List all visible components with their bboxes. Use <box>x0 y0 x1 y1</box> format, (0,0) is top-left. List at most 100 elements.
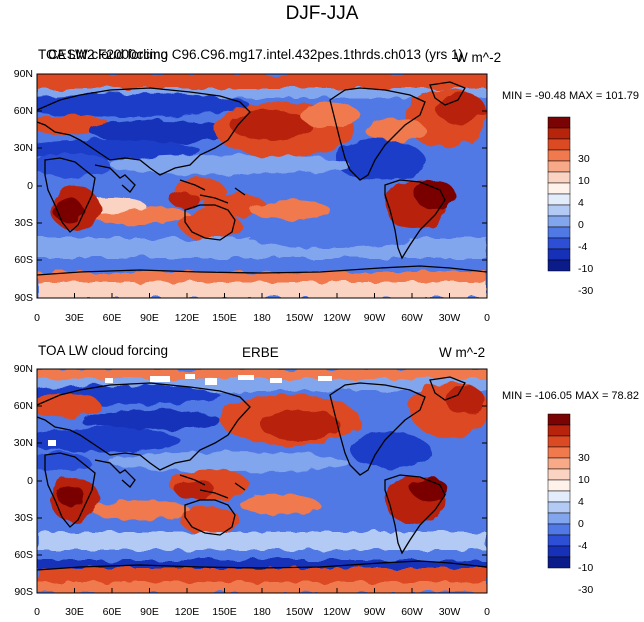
panel1-colorbar-label: 4 <box>578 197 584 209</box>
colorbar-swatch <box>547 182 571 195</box>
colorbar-swatch <box>547 501 571 514</box>
panel2-colorbar-label: 4 <box>578 496 584 508</box>
colorbar-swatch <box>547 413 571 426</box>
panel1-lon-label: 90W <box>363 312 386 324</box>
panel2-lon-label: 30W <box>438 606 461 618</box>
panel2-colorbar-label: 30 <box>578 452 590 464</box>
panel1-frame <box>36 73 488 299</box>
panel2-colorbar-label: 10 <box>578 474 590 486</box>
panel1-min-max: MIN = -90.48 MAX = 101.79 <box>502 90 639 102</box>
panel1-lat-label: 30S <box>14 217 33 229</box>
panel1-field <box>37 74 487 298</box>
panel2-field <box>37 369 487 593</box>
colorbar-swatch <box>547 534 571 547</box>
panel1-lon-label: 60E <box>102 312 122 324</box>
panel1-colorbar-label: 30 <box>578 153 590 165</box>
panel2-lat-label: 0 <box>27 475 33 487</box>
panel2-colorbar-label: -30 <box>578 584 594 596</box>
panel2-colorbar-label: -10 <box>578 562 594 574</box>
panel2-lon-label: 180 <box>253 606 271 618</box>
panel2-lon-label: 90E <box>140 606 159 618</box>
panel1-lat-label: 30N <box>13 142 33 154</box>
panel2-lon-label: 120W <box>323 606 351 618</box>
colorbar-swatch <box>547 138 571 151</box>
panel1-lon-label: 30W <box>438 312 461 324</box>
panel1-lon-label: 0 <box>484 312 490 324</box>
panel2-lat-label: 90S <box>14 586 33 598</box>
colorbar-swatch <box>547 523 571 536</box>
panel2-lon-label: 120E <box>174 606 200 618</box>
colorbar-swatch <box>547 556 571 569</box>
panel2-lat-label: 60S <box>14 549 33 561</box>
panel1-colorbar-label: -10 <box>578 263 594 275</box>
panel2-min-max: MIN = -106.05 MAX = 78.82 <box>502 390 639 402</box>
panel2-coastlines <box>37 376 487 571</box>
colorbar-swatch <box>547 490 571 503</box>
panel2-units: W m^-2 <box>439 345 486 360</box>
colorbar-swatch <box>547 127 571 140</box>
colorbar-swatch <box>547 468 571 481</box>
colorbar-swatch <box>547 160 571 173</box>
panel2-frame <box>36 368 488 594</box>
colorbar-swatch <box>547 545 571 558</box>
colorbar-swatch <box>547 479 571 492</box>
panel1-lat-label: 90S <box>14 292 33 304</box>
panel1-colorbar-label: -4 <box>578 241 588 253</box>
panel2-colorbar-label: -4 <box>578 540 588 552</box>
panel2-lon-label: 0 <box>484 606 490 618</box>
colorbar-swatch <box>547 512 571 525</box>
panel1-lon-label: 120W <box>323 312 351 324</box>
colorbar-swatch <box>547 237 571 250</box>
panel1-lon-label: 150E <box>212 312 237 324</box>
panel2-lon-label: 90W <box>363 606 386 618</box>
panel1-colorbar-label: 10 <box>578 175 590 187</box>
panel1-lat-label: 60N <box>13 105 33 117</box>
panel2-lon-label: 60E <box>102 606 122 618</box>
colorbar-swatch <box>547 171 571 184</box>
panel1-lat-label: 0 <box>27 180 33 192</box>
panel2-lat-label: 30S <box>14 512 33 524</box>
colorbar-swatch <box>547 149 571 162</box>
panel1-coastlines <box>37 81 487 276</box>
panel1-lon-label: 60W <box>401 312 423 324</box>
colorbar-swatch <box>547 446 571 459</box>
panel1-lon-label: 0 <box>34 312 40 324</box>
panel2-colorbar-label: 0 <box>578 518 584 530</box>
panel1-left-title: TOA LW cloud forcing <box>38 47 169 62</box>
colorbar-swatch <box>547 435 571 448</box>
panel1-center-title: CESM2 F2000climo C96.C96.mg17.intel.432p… <box>48 47 463 62</box>
colorbar-swatch <box>547 457 571 470</box>
panel2-lon-label: 30E <box>65 606 84 618</box>
panel2-lon-label: 60W <box>401 606 423 618</box>
panel1-lon-label: 30E <box>65 312 84 324</box>
panel1-lat-label: 90N <box>13 68 33 80</box>
colorbar-swatch <box>547 248 571 261</box>
panel2-lat-label: 90N <box>13 363 33 375</box>
panel2-center-title: ERBE <box>242 345 279 360</box>
panel1-lat-label: 60S <box>14 254 33 266</box>
colorbar-swatch <box>547 424 571 437</box>
panel1-lon-label: 150W <box>285 312 314 324</box>
colorbar-swatch <box>547 259 571 272</box>
panel1-lon-label: 180 <box>253 312 271 324</box>
panel2-colorbar <box>547 413 571 569</box>
colorbar-swatch <box>547 116 571 129</box>
panel1-colorbar-label: -30 <box>578 285 594 297</box>
panel2-lat-label: 60N <box>13 400 33 412</box>
panel1-colorbar <box>547 116 571 272</box>
figure-title: DJF-JJA <box>285 3 359 24</box>
panel1-colorbar-label: 0 <box>578 219 584 231</box>
colorbar-swatch <box>547 215 571 228</box>
panel1-units: W m^-2 <box>455 50 502 65</box>
panel2-lon-label: 0 <box>34 606 40 618</box>
colorbar-swatch <box>547 204 571 217</box>
colorbar-swatch <box>547 226 571 239</box>
panel2-left-title: TOA LW cloud forcing <box>38 343 169 358</box>
panel2-lat-label: 30N <box>13 437 33 449</box>
panel1-lon-label: 90E <box>140 312 159 324</box>
panel1-lon-label: 120E <box>174 312 200 324</box>
colorbar-swatch <box>547 193 571 206</box>
panel2-lon-label: 150E <box>212 606 237 618</box>
panel2-lon-label: 150W <box>285 606 314 618</box>
